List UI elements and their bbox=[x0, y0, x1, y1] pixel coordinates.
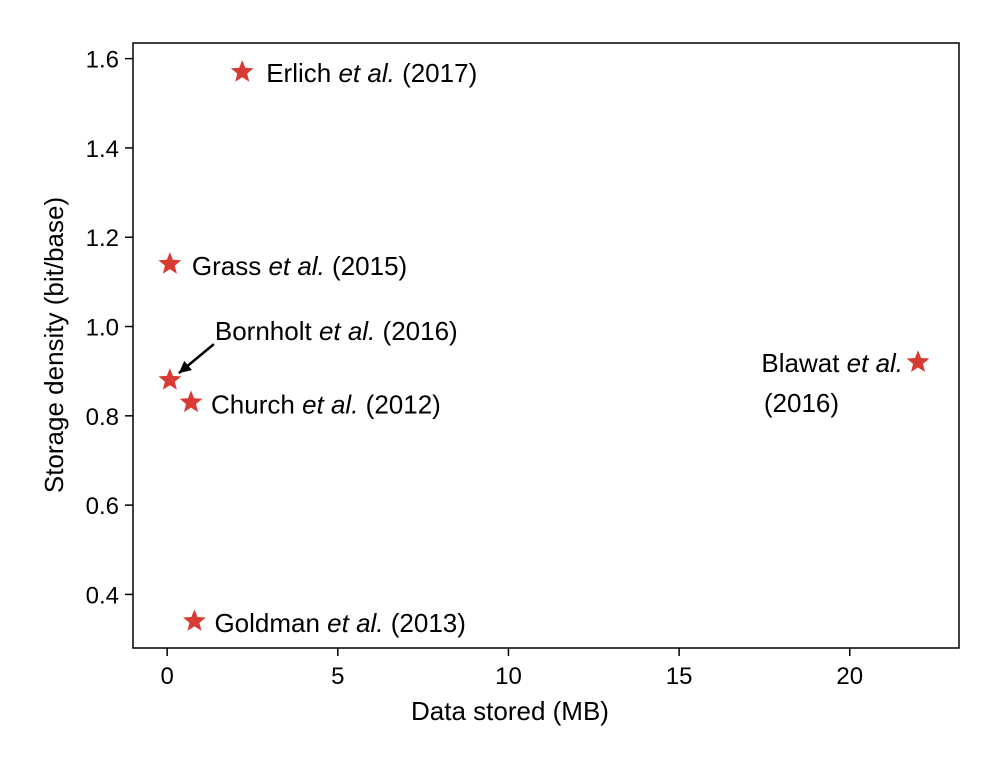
data-point-star bbox=[906, 350, 930, 372]
plot-area-frame bbox=[132, 42, 960, 649]
x-axis-title: Data stored (MB) bbox=[411, 696, 609, 726]
annotations bbox=[178, 343, 215, 375]
point-label-author: Church bbox=[211, 389, 302, 419]
data-point-star bbox=[158, 252, 182, 274]
data-point-star bbox=[179, 390, 203, 413]
y-axis-title: Storage density (bit/base) bbox=[39, 197, 69, 493]
point-label: Grass et al. (2015) bbox=[192, 251, 407, 281]
point-label: Erlich et al. (2017) bbox=[266, 58, 477, 88]
x-axis: 0 5 10 15 20 bbox=[160, 648, 863, 690]
point-label-author: Bornholt bbox=[215, 316, 319, 346]
point-label-year: (2012) bbox=[358, 389, 440, 419]
data-points bbox=[158, 60, 930, 631]
point-label-etal: et al. bbox=[338, 58, 394, 88]
y-axis: 0.4 0.6 0.8 1.0 1.2 1.4 1.6 bbox=[86, 47, 133, 609]
point-labels: Erlich et al. (2017) Grass et al. (2015) B… bbox=[192, 58, 903, 638]
x-tick-label: 10 bbox=[495, 663, 522, 690]
y-tick-label: 0.8 bbox=[86, 404, 119, 431]
point-label-etal: et al. bbox=[847, 348, 903, 378]
point-label-year: (2016) bbox=[375, 316, 457, 346]
point-label-author: Grass bbox=[192, 251, 269, 281]
point-label-etal: et al. bbox=[327, 608, 383, 638]
annotation-arrow-head bbox=[178, 360, 192, 374]
point-label: Church et al. (2012) bbox=[211, 389, 441, 419]
x-tick-label: 0 bbox=[160, 663, 173, 690]
y-tick-label: 1.6 bbox=[86, 47, 119, 74]
point-label: Goldman et al. (2013) bbox=[214, 608, 466, 638]
data-point-star bbox=[158, 368, 182, 390]
point-label: Blawat et al. bbox=[761, 348, 903, 378]
point-label-etal: et al. bbox=[319, 316, 375, 346]
point-label-etal: et al. bbox=[302, 389, 358, 419]
y-tick-label: 0.4 bbox=[86, 582, 119, 609]
x-tick-label: 20 bbox=[836, 663, 863, 690]
y-tick-label: 1.0 bbox=[86, 315, 119, 342]
point-label-year: (2017) bbox=[395, 58, 477, 88]
point-label-year: (2015) bbox=[325, 251, 407, 281]
point-label-year: (2013) bbox=[384, 608, 466, 638]
data-point-star bbox=[183, 609, 206, 631]
point-label-year: (2016) bbox=[764, 388, 839, 418]
x-tick-label: 5 bbox=[331, 663, 344, 690]
y-tick-label: 0.6 bbox=[86, 493, 119, 520]
point-label-author: Goldman bbox=[214, 608, 327, 638]
x-tick-label: 15 bbox=[666, 663, 693, 690]
point-label: Bornholt et al. (2016) bbox=[215, 316, 458, 346]
point-label-author: Blawat bbox=[761, 348, 846, 378]
y-tick-label: 1.4 bbox=[86, 136, 119, 163]
point-label-etal: et al. bbox=[268, 251, 324, 281]
point-label-author: Erlich bbox=[266, 58, 338, 88]
data-point-star bbox=[230, 60, 254, 82]
y-tick-label: 1.2 bbox=[86, 225, 119, 252]
